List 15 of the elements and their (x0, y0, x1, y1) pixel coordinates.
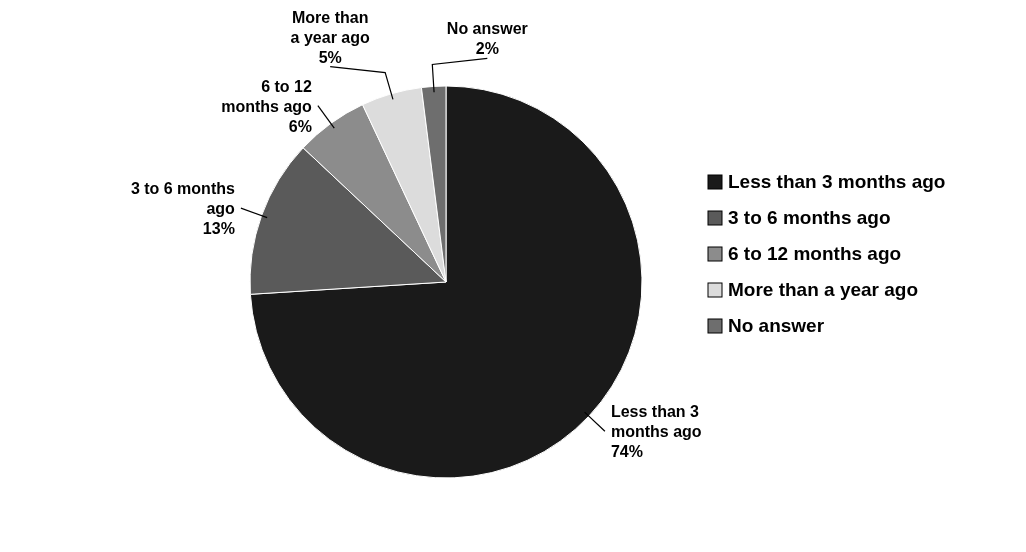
slice-label: Less than 3 months ago (610, 403, 702, 441)
data-label: 6% (288, 117, 312, 135)
slice-label: 3 to 6 months ago (130, 180, 236, 218)
legend-label: 3 to 6 months ago (728, 207, 891, 228)
data-label: 74% (610, 443, 643, 461)
data-label: 2% (475, 40, 499, 58)
slice-label: More than a year ago (290, 8, 370, 46)
legend-label: More than a year ago (728, 279, 919, 300)
slice-label: No answer (446, 20, 528, 38)
legend-label: 6 to 12 months ago (728, 243, 902, 264)
data-label: 5% (318, 48, 342, 66)
slice-label: 6 to 12 months ago (221, 77, 313, 115)
legend-label: No answer (728, 315, 825, 336)
data-label: 13% (202, 220, 235, 238)
legend-label: Less than 3 months ago (728, 171, 946, 192)
